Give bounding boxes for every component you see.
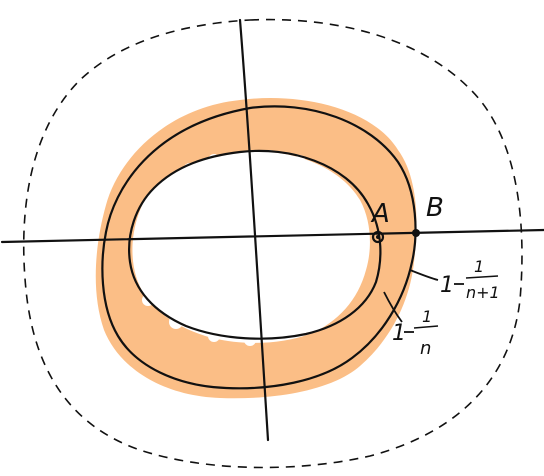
inner-radius-leader xyxy=(383,291,403,323)
inner-radius-numerator: 1 xyxy=(422,307,432,326)
inner-radius-fraction-bar xyxy=(413,325,439,329)
outer-radius-fraction-bar xyxy=(465,275,499,279)
point-b-label: B xyxy=(426,193,444,223)
outer-radius-label: 1 1 n+1 xyxy=(440,257,500,302)
inner-radius-whole: 1 xyxy=(392,321,406,346)
dashed-outer-boundary xyxy=(22,18,523,469)
outer-radius-denominator: n+1 xyxy=(466,283,500,302)
inner-edge-scallops xyxy=(142,150,358,346)
outer-radius-numerator: 1 xyxy=(474,257,484,276)
inner-radius-denominator: n xyxy=(420,338,431,359)
point-a-label: A xyxy=(370,199,390,229)
inner-radius-label: 1 1 n xyxy=(392,307,439,359)
point-b-marker xyxy=(412,229,420,237)
outer-circle-boundary xyxy=(101,105,417,390)
outer-radius-whole: 1 xyxy=(440,273,454,298)
y-axis xyxy=(238,18,270,442)
x-axis xyxy=(0,228,544,244)
point-a-marker xyxy=(371,230,385,244)
outer-radius-leader xyxy=(409,269,439,281)
